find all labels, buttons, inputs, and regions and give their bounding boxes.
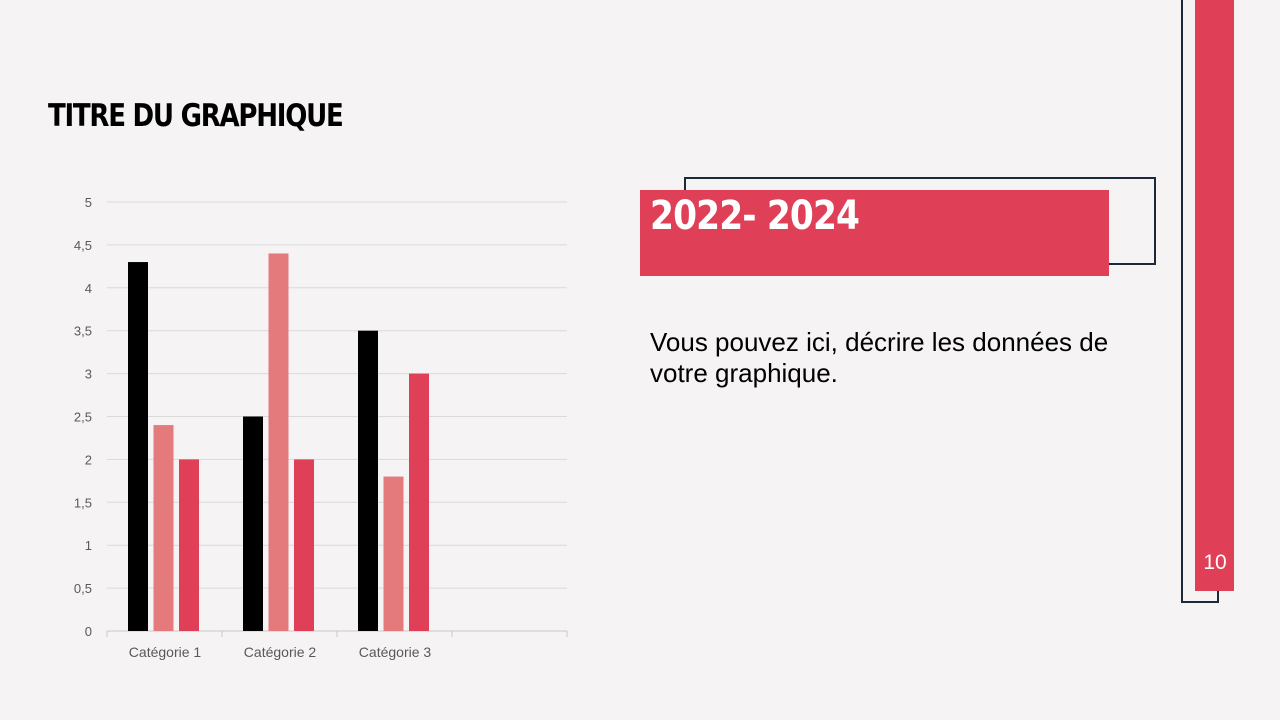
y-tick-label: 0,5 (74, 581, 92, 596)
bar-2-1 (243, 416, 263, 631)
y-tick-label: 2 (85, 452, 92, 467)
bar-3-3 (409, 373, 429, 631)
bar-1-1 (128, 262, 148, 631)
x-tick-label: Catégorie 1 (129, 644, 202, 660)
y-tick-label: 2,5 (74, 410, 92, 425)
page-number: 10 (1203, 551, 1227, 574)
bar-2-3 (294, 459, 314, 631)
bar-1-3 (179, 459, 199, 631)
date-banner (640, 190, 1109, 276)
y-tick-label: 1,5 (74, 495, 92, 510)
chart-description: Vous pouvez ici, décrire les données de … (650, 327, 1109, 388)
bar-1-2 (153, 425, 174, 631)
y-tick-label: 0 (85, 624, 92, 639)
slide-title: TITRE DU GRAPHIQUE (48, 98, 344, 134)
y-tick-label: 3,5 (74, 324, 92, 339)
bar-2-2 (268, 253, 289, 631)
x-tick-label: Catégorie 3 (359, 644, 432, 660)
x-tick-label: Catégorie 2 (244, 644, 317, 660)
bar-3-1 (358, 330, 378, 631)
y-tick-label: 5 (85, 195, 92, 210)
side-accent-bar (1195, 0, 1234, 591)
y-tick-label: 3 (85, 367, 92, 382)
bar-chart: 0 0,5 1 1,5 2 2,5 3 3,5 4 4,5 5 Catégorie 1 Catégori… (74, 195, 568, 660)
y-tick-label: 1 (85, 538, 92, 553)
date-range-label: 2022- 2024 (650, 193, 860, 239)
bar-3-2 (383, 476, 404, 631)
y-tick-label: 4 (85, 281, 92, 296)
y-tick-label: 4,5 (74, 238, 92, 253)
